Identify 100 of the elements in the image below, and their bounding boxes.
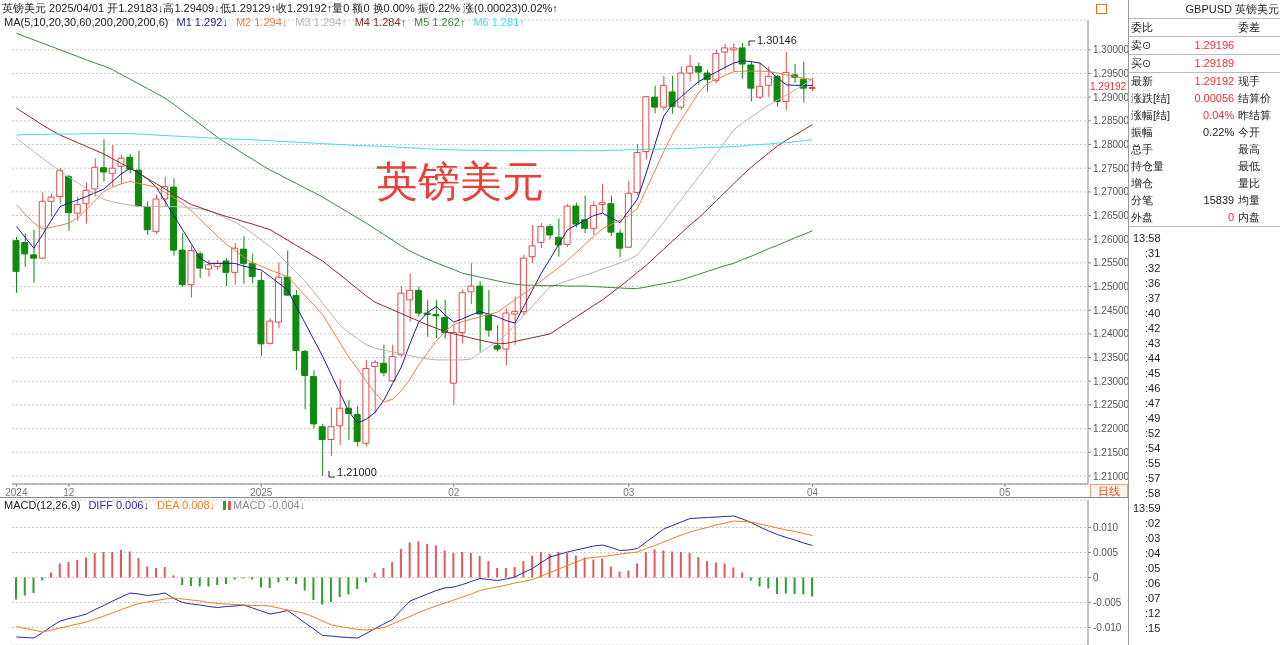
bar: [111, 552, 114, 578]
y-tick-label: 1.29000: [1093, 91, 1130, 103]
category-label: 委差: [1238, 21, 1261, 33]
text: 1.29189: [1194, 57, 1235, 69]
bar: [469, 553, 472, 578]
annotation: 1.29192: [1090, 81, 1127, 93]
category-label: 量比: [1238, 177, 1261, 189]
text: :58: [1144, 486, 1162, 501]
bar: [609, 566, 612, 578]
annotation: 1.21000: [337, 466, 377, 478]
bar: [644, 552, 647, 578]
bar: [259, 577, 262, 588]
bar: [618, 571, 621, 578]
x-tick-label: 03: [623, 487, 635, 499]
text: :46: [1144, 381, 1162, 396]
text: :31: [1144, 246, 1162, 261]
text: 0.22%: [1202, 126, 1235, 138]
bar: [41, 577, 44, 581]
bar: [93, 553, 96, 578]
y-tick-label: 1.24500: [1093, 304, 1130, 316]
y-tick-label: 1.27500: [1093, 162, 1130, 174]
text: :40: [1144, 306, 1162, 321]
legend-title: MA(5,10,20,30,60,200,200,200,6): [4, 16, 169, 28]
bar: [732, 567, 735, 578]
category-label: 内盘: [1238, 211, 1261, 223]
text: DIFF 0.006↓: [88, 499, 149, 511]
bar: [504, 568, 507, 578]
bar: [723, 563, 726, 578]
bar: [338, 577, 341, 597]
text: :05: [1144, 561, 1162, 576]
legend-label: MACD -0.004↓: [233, 499, 306, 511]
x-tick-label: 02: [448, 487, 460, 499]
bar: [627, 570, 630, 578]
bar: [268, 577, 271, 588]
bar: [417, 541, 420, 578]
category-label: 均量: [1238, 194, 1261, 206]
category-label: 最高: [1238, 143, 1261, 155]
category-label: 结算价: [1238, 92, 1272, 104]
bar: [679, 552, 682, 578]
bar: [286, 577, 289, 581]
y-tick-label: 1.24000: [1093, 328, 1130, 340]
category-label: 今开: [1238, 126, 1261, 138]
y-tick-label: 0: [1093, 572, 1099, 584]
bar: [452, 553, 455, 578]
category-label: 昨结算: [1238, 109, 1272, 121]
text: M5 1.262↑: [414, 16, 466, 28]
bar: [741, 572, 744, 578]
text: 1.29196: [1194, 39, 1235, 51]
text: 1.29192: [1194, 75, 1235, 87]
bar: [496, 568, 499, 578]
text: :32: [1144, 261, 1162, 276]
text: M3 1.294↑: [295, 16, 347, 28]
bar: [566, 553, 569, 578]
category-label: 最低: [1238, 160, 1261, 172]
category-label: 外盘: [1131, 211, 1153, 223]
text: :43: [1144, 336, 1162, 351]
bar: [636, 563, 639, 578]
text: :37: [1144, 291, 1162, 306]
bar: [198, 577, 201, 587]
x-tick-label: 2024: [5, 487, 28, 499]
y-tick-label: 1.26000: [1093, 233, 1130, 245]
bar: [67, 562, 70, 578]
bar: [784, 577, 787, 594]
x-tick-label: 05: [999, 487, 1011, 499]
bar: [461, 552, 464, 578]
category-label: 增仓: [1131, 177, 1153, 189]
y-tick-label: 1.28500: [1093, 115, 1130, 127]
category-label: 涨幅[结]: [1131, 109, 1171, 121]
bar: [32, 577, 35, 593]
category-label: 分笔: [1131, 194, 1153, 206]
bar: [207, 577, 210, 587]
bar: [653, 549, 656, 578]
bar: [592, 559, 595, 578]
bar: [347, 577, 350, 595]
bar: [391, 562, 394, 578]
bar: [146, 566, 149, 578]
text: :55: [1144, 456, 1162, 471]
y-tick-label: 1.23500: [1093, 352, 1130, 364]
bar: [189, 577, 192, 586]
bar: [706, 561, 709, 578]
text: M4 1.284↑: [354, 16, 407, 28]
y-tick-label: 1.25500: [1093, 257, 1130, 269]
bar: [671, 551, 674, 578]
bar: [434, 545, 437, 578]
bar: [574, 555, 577, 578]
text: :03: [1144, 531, 1162, 546]
y-tick-label: -0.010: [1093, 622, 1122, 634]
bar: [154, 568, 157, 578]
y-tick-label: 1.26500: [1093, 210, 1130, 222]
bar: [163, 567, 166, 578]
y-tick-label: 0.010: [1093, 522, 1119, 534]
bar: [84, 557, 87, 578]
bar: [76, 560, 79, 578]
candlestick: [598, 183, 606, 214]
text: 0.00056: [1194, 92, 1235, 104]
y-tick-label: 1.23000: [1093, 375, 1130, 387]
bar: [758, 577, 761, 587]
bar: [321, 577, 324, 605]
text: :54: [1144, 441, 1162, 456]
bar: [277, 577, 280, 583]
